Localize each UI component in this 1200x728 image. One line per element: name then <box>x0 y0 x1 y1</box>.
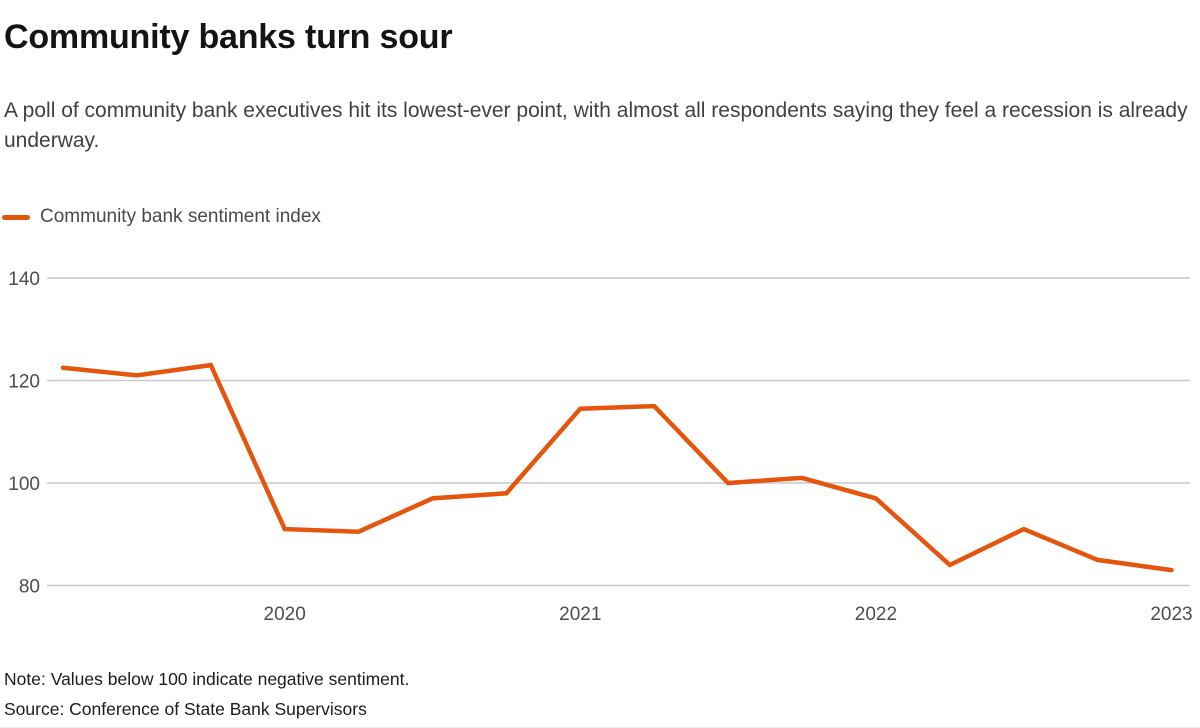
x-tick-label-2023: 2023 <box>1150 604 1192 625</box>
chart-footer: Note: Values below 100 indicate negative… <box>4 664 409 724</box>
y-tick-label-120: 120 <box>8 372 40 393</box>
x-tick-label-2021: 2021 <box>559 604 601 625</box>
x-tick-label-2022: 2022 <box>855 604 897 625</box>
page-title: Community banks turn sour <box>4 18 453 56</box>
y-tick-label-140: 140 <box>8 269 40 290</box>
sentiment-line-chart: 80 100 120 140 2020 2021 2022 2023 <box>8 269 1192 625</box>
y-tick-label-80: 80 <box>19 577 40 598</box>
legend: Community bank sentiment index <box>2 206 321 228</box>
legend-label: Community bank sentiment index <box>40 206 321 227</box>
x-tick-label-2020: 2020 <box>264 604 306 625</box>
footer-source: Source: Conference of State Bank Supervi… <box>4 699 367 720</box>
chart-subtitle: A poll of community bank executives hit … <box>4 99 1188 153</box>
sentiment-index-line <box>60 362 1174 573</box>
footer-note: Note: Values below 100 indicate negative… <box>4 669 410 689</box>
legend-line-swatch <box>2 214 30 220</box>
y-tick-label-100: 100 <box>8 474 40 495</box>
